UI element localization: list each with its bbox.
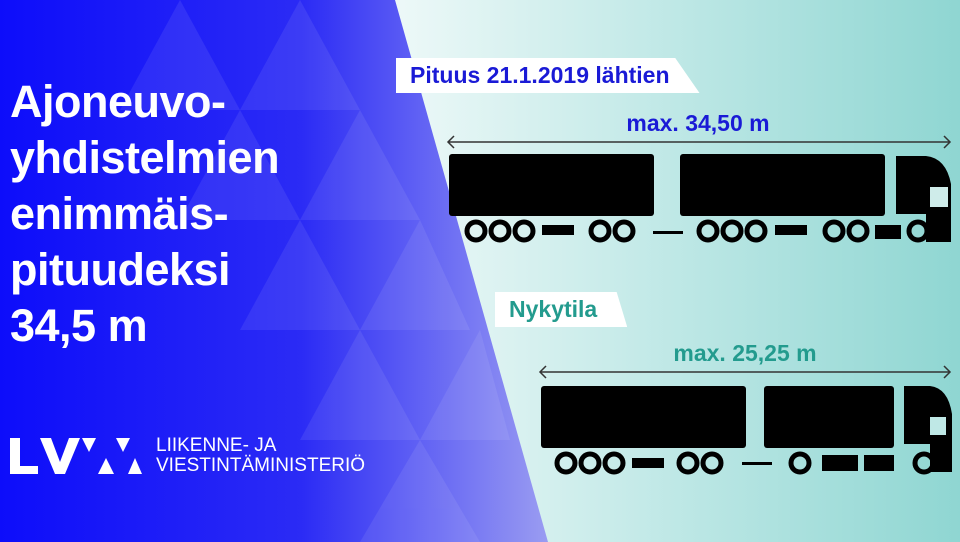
ministry-name-line2: VIESTINTÄMINISTERIÖ: [156, 455, 366, 476]
current-length-label: Nykytila: [495, 292, 628, 327]
current-max-length: max. 25,25 m: [673, 340, 817, 366]
headline-line: Ajoneuvo-: [10, 76, 226, 127]
headline-line: 34,5 m: [10, 300, 148, 351]
new-length-label: Pituus 21.1.2019 lähtien: [396, 58, 700, 93]
lvm-logo-mark: [10, 438, 142, 474]
ministry-name-line1: LIIKENNE- JA: [156, 435, 277, 456]
lvm-logo: LIIKENNE- JA VIESTINTÄMINISTERIÖ: [10, 436, 365, 476]
headline: Ajoneuvo- yhdistelmien enimmäis- pituude…: [10, 74, 280, 354]
truck-25-25m: [538, 365, 952, 475]
headline-line: enimmäis-: [10, 188, 229, 239]
headline-line: pituudeksi: [10, 244, 231, 295]
new-max-length: max. 34,50 m: [626, 110, 770, 136]
truck-34-5m: [446, 135, 952, 243]
headline-line: yhdistelmien: [10, 132, 280, 183]
